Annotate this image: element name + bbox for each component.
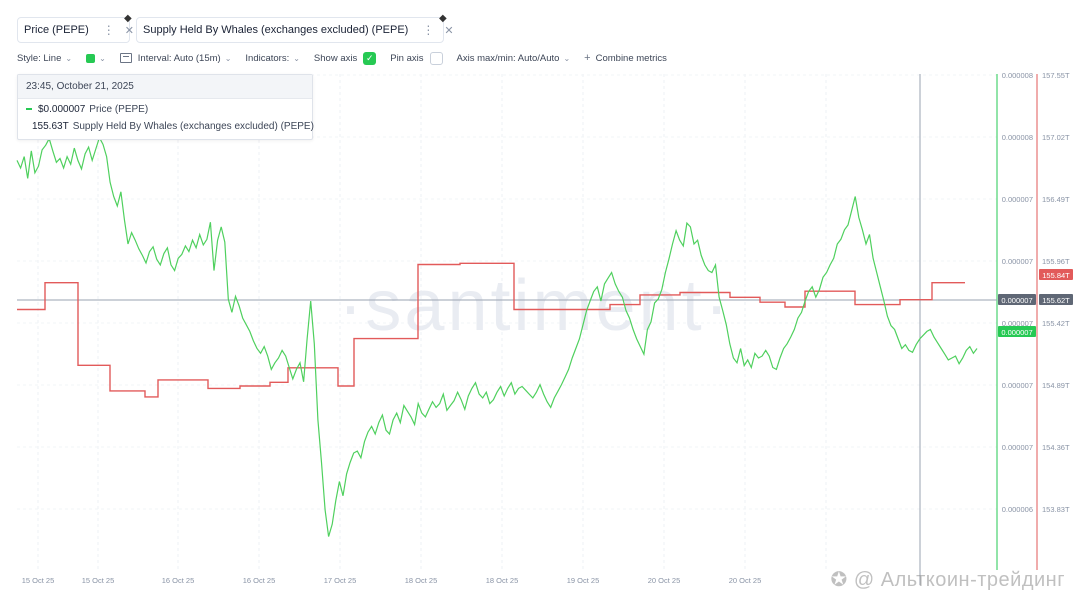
supply-current-label: 155.84T xyxy=(1042,271,1070,280)
crosshair-price-label: 0.000007 xyxy=(1001,296,1032,305)
axis-maxmin-dropdown[interactable]: Axis max/min: Auto/Auto ⌄ xyxy=(457,53,571,64)
close-icon[interactable]: ✕ xyxy=(444,24,454,37)
chevron-down-icon: ⌄ xyxy=(99,53,106,63)
watermark-logo-icon: ✪ @ xyxy=(830,569,881,591)
x-axis-tick: 17 Oct 25 xyxy=(324,576,357,585)
interval-label: Interval: Auto (15m) xyxy=(137,52,221,64)
style-dropdown[interactable]: Style: Line ⌄ xyxy=(17,53,72,64)
series-price-line xyxy=(16,136,978,537)
price-axis-tick: 0.000007 xyxy=(1002,319,1033,328)
combine-label: Combine metrics xyxy=(595,52,667,64)
color-swatch xyxy=(86,53,96,63)
show-axis-toggle[interactable]: Show axis ✓ xyxy=(313,51,377,65)
x-axis-tick: 18 Oct 25 xyxy=(486,576,519,585)
price-axis-tick: 0.000007 xyxy=(1002,381,1033,390)
checkbox-checked[interactable]: ✓ xyxy=(363,51,377,65)
tooltip-datetime: 23:45, October 21, 2025 xyxy=(18,75,312,99)
series-supply-line xyxy=(17,262,965,398)
chevron-down-icon: ⌄ xyxy=(563,53,571,63)
tooltip-row-price: $0.000007 Price (PEPE) xyxy=(18,102,312,116)
price-current-label-bg xyxy=(998,326,1036,337)
kebab-menu-icon[interactable]: ⋮ xyxy=(422,23,435,37)
metric-tag-price[interactable]: Price (PEPE) ⋮ ✕ xyxy=(17,17,134,43)
crosshair-supply-label: 155.62T xyxy=(1042,296,1070,305)
supply-axis-tick: 156.49T xyxy=(1042,195,1070,204)
calendar-icon xyxy=(119,53,132,63)
supply-axis-ticks: 157.55T 157.02T 156.49T 155.96T 155.42T 154.8… xyxy=(1042,71,1070,514)
channel-watermark: ✪ @ Альткоин-трейдинг xyxy=(831,567,1065,592)
supply-axis-tick: 157.02T xyxy=(1042,133,1070,142)
supply-axis-tick: 154.36T xyxy=(1042,443,1070,452)
close-icon[interactable]: ✕ xyxy=(124,24,135,37)
kebab-menu-icon[interactable]: ⋮ xyxy=(102,23,115,37)
x-axis-tick: 18 Oct 25 xyxy=(405,576,438,585)
pin-axis-label: Pin axis xyxy=(390,52,424,64)
metric-label: Supply Held By Whales (exchanges exclude… xyxy=(143,24,409,36)
show-axis-label: Show axis xyxy=(313,52,358,64)
style-label: Style: Line xyxy=(17,52,62,64)
checkbox-unchecked[interactable] xyxy=(429,51,443,65)
axis-maxmin-label: Axis max/min: Auto/Auto xyxy=(456,52,560,64)
x-axis-tick: 16 Oct 25 xyxy=(243,576,276,585)
crosshair-price-label-bg xyxy=(998,294,1036,305)
legend-swatch xyxy=(26,108,32,110)
price-axis-tick: 0.000007 xyxy=(1002,257,1033,266)
indicators-label: Indicators: xyxy=(245,52,290,64)
tooltip-supply-value: 155.63T xyxy=(32,120,69,132)
watermark-label: Альткоин-трейдинг xyxy=(880,569,1065,591)
crosshair-supply-label-bg xyxy=(1039,294,1073,305)
tooltip-supply-label: Supply Held By Whales (exchanges exclude… xyxy=(72,120,314,132)
chevron-down-icon: ⌄ xyxy=(293,53,300,63)
price-axis-tick: 0.000007 xyxy=(1002,443,1033,452)
interval-dropdown[interactable]: Interval: Auto (15m) ⌄ xyxy=(119,52,232,64)
x-axis-ticks: 15 Oct 25 15 Oct 25 16 Oct 25 16 Oct 25 17 O… xyxy=(22,576,762,585)
price-axis-tick: 0.000008 xyxy=(1002,133,1033,142)
tooltip-price-value: $0.000007 xyxy=(38,103,86,115)
axis-current-labels: 155.84T 0.000007 155.62T 0.000007 xyxy=(998,269,1073,337)
chart-watermark: ·santiment· xyxy=(338,266,731,346)
x-axis-tick: 16 Oct 25 xyxy=(162,576,195,585)
price-axis-tick: 0.000006 xyxy=(1002,505,1033,514)
tooltip-row-supply: 155.63T Supply Held By Whales (exchanges… xyxy=(18,119,314,133)
x-axis-tick: 20 Oct 25 xyxy=(648,576,681,585)
chart-tooltip: 23:45, October 21, 2025 $0.000007 Price … xyxy=(17,74,314,140)
supply-current-label-bg xyxy=(1039,269,1073,280)
ethereum-icon: ◆ xyxy=(124,13,132,24)
price-axis-tick: 0.000007 xyxy=(1002,195,1033,204)
supply-axis-tick: 157.55T xyxy=(1042,71,1070,80)
price-axis-ticks: 0.0000080.0000080.0000070.0000070.000007… xyxy=(1002,71,1033,514)
supply-axis-tick: 155.96T xyxy=(1042,257,1070,266)
metric-tag-supply[interactable]: Supply Held By Whales (exchanges exclude… xyxy=(136,17,454,43)
x-axis-tick: 20 Oct 25 xyxy=(729,576,762,585)
chevron-down-icon: ⌄ xyxy=(65,53,73,63)
supply-axis-tick: 154.89T xyxy=(1042,381,1070,390)
x-axis-tick: 15 Oct 25 xyxy=(82,576,115,585)
chart-toolbar: Style: Line ⌄ ⌄ Interval: Auto (15m) ⌄ Ind… xyxy=(17,51,681,65)
chevron-down-icon: ⌄ xyxy=(224,53,232,63)
color-picker[interactable]: ⌄ xyxy=(86,53,106,63)
price-axis-tick: 0.000008 xyxy=(1002,71,1033,80)
tooltip-price-label: Price (PEPE) xyxy=(89,103,149,115)
supply-axis-tick: 153.83T xyxy=(1042,505,1070,514)
plus-icon: + xyxy=(584,52,591,64)
x-axis-tick: 15 Oct 25 xyxy=(22,576,55,585)
x-axis-tick: 19 Oct 25 xyxy=(567,576,600,585)
metric-label: Price (PEPE) xyxy=(24,24,89,36)
ethereum-icon: ◆ xyxy=(439,13,447,24)
pin-axis-toggle[interactable]: Pin axis xyxy=(390,51,443,65)
combine-metrics-button[interactable]: + Combine metrics xyxy=(584,52,667,64)
price-current-label: 0.000007 xyxy=(1001,328,1032,337)
indicators-dropdown[interactable]: Indicators: ⌄ xyxy=(245,53,300,64)
supply-axis-tick: 155.42T xyxy=(1042,319,1070,328)
